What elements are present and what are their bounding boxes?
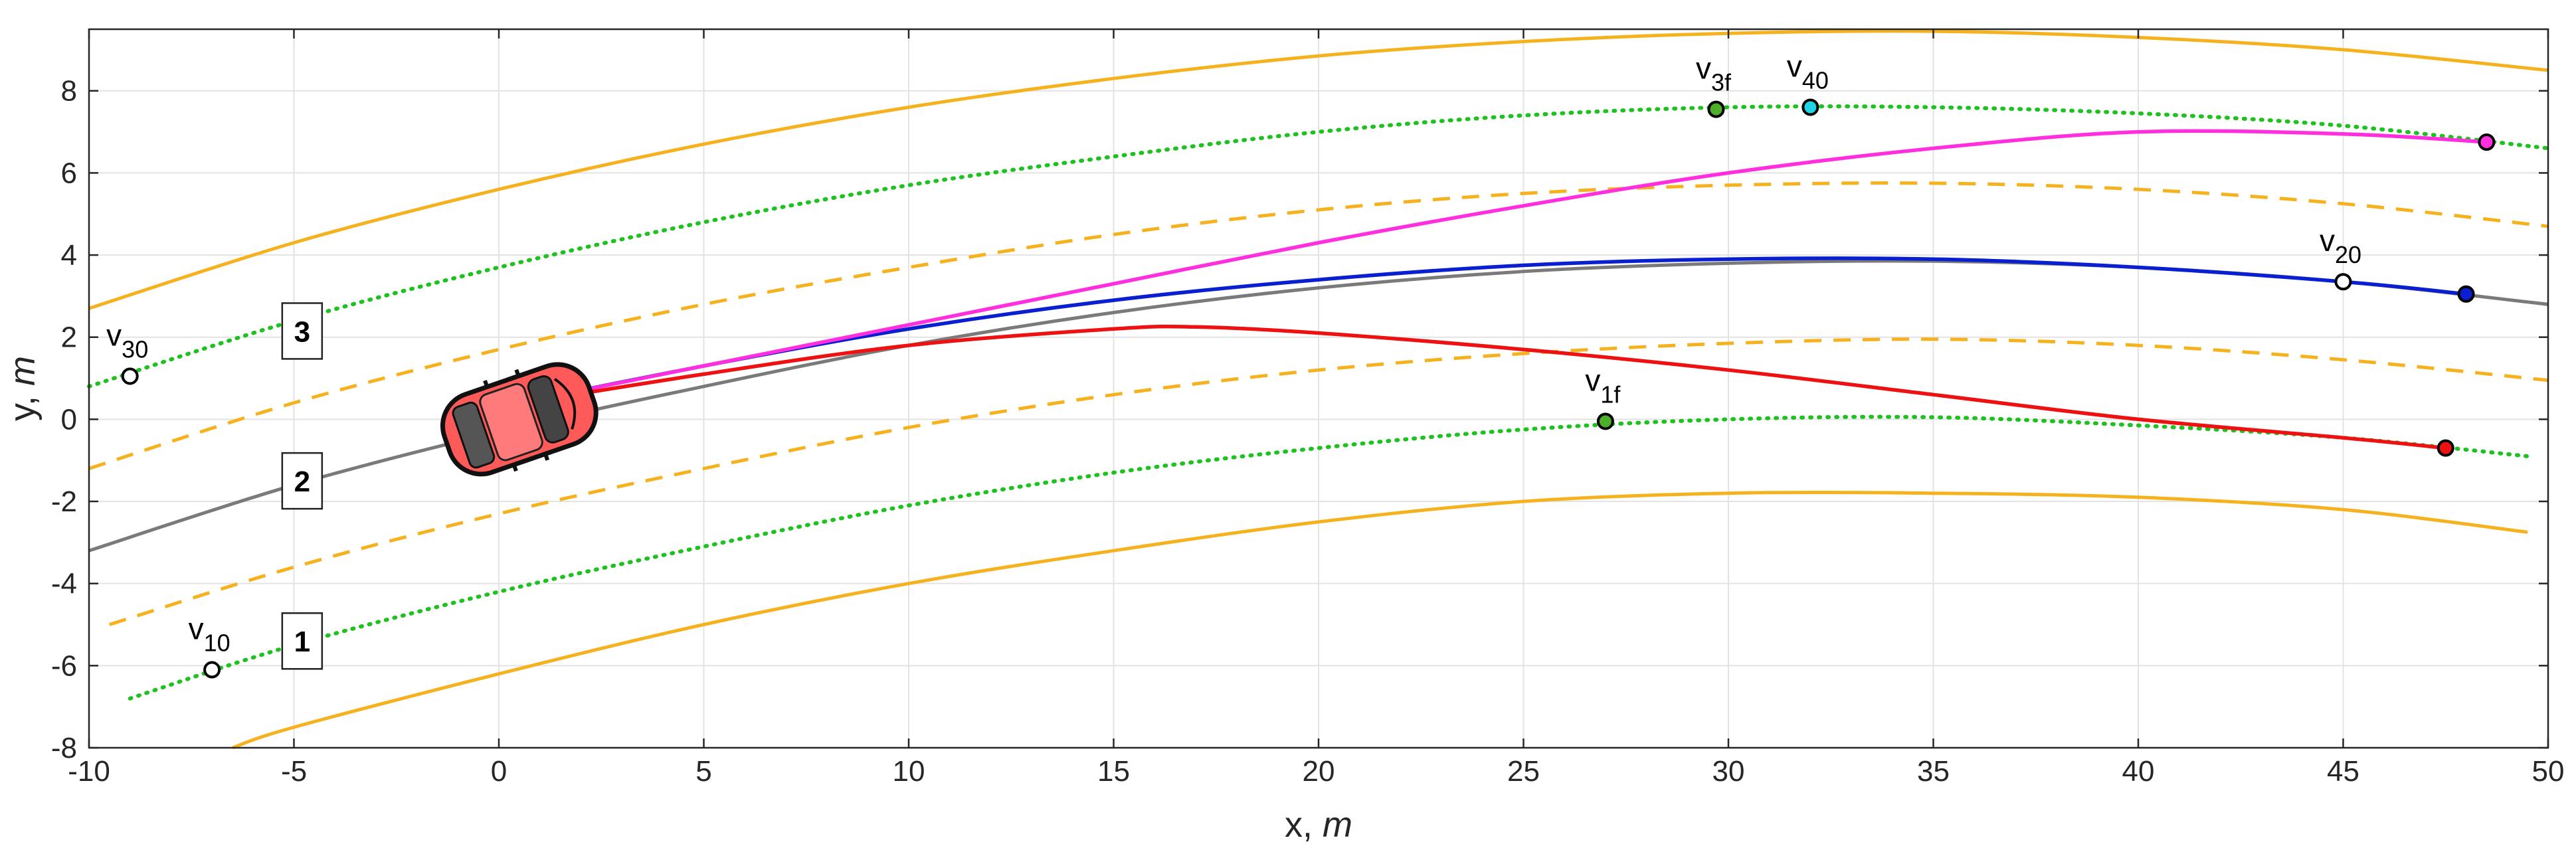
series-road-edge-lower [232,490,2528,750]
waypoint-v10 [203,661,221,679]
waypoint-label-sub: 20 [2335,241,2361,268]
x-axis-label-main: x, [1285,805,1323,845]
car-windshield [527,375,569,444]
waypoint-label-sub: 30 [122,335,148,363]
lane-label-1: 1 [294,626,310,658]
y-tick-label: -6 [51,649,77,682]
x-tick-label: 20 [1303,755,1335,788]
waypoint-label-main: v [189,612,204,646]
series-trajectory-to-v20 [498,256,2466,409]
x-tick-label: 10 [893,755,925,788]
waypoint-label-main: v [1787,48,1802,83]
waypoint-label-sub: 40 [1802,66,1829,94]
waypoint-label-v10: v10 [189,612,230,657]
x-tick-label: -5 [281,755,307,788]
series-lane-1-centerline [128,414,2530,701]
waypoint-label-v1f: v1f [1585,363,1621,408]
vehicle [440,362,598,477]
series-lane-divider-upper [88,181,2549,470]
x-tick-label: 50 [2532,755,2565,788]
waypoint-end-red [2437,439,2454,457]
lane-labels: 3 2 1 [281,302,323,670]
x-tick-label: -10 [68,755,110,788]
y-tick-label: 6 [61,157,77,189]
car-mirrors [483,369,550,472]
waypoint-label-sub: 1f [1600,381,1621,408]
y-tick-label: 4 [61,239,77,272]
x-tick-label: 0 [491,755,507,788]
waypoint-v20 [2334,273,2352,291]
y-tick-label: -8 [51,732,77,764]
waypoint-end-magenta [2478,133,2496,151]
waypoint-label-sub: 3f [1711,69,1732,96]
waypoint-label-sub: 10 [204,630,230,657]
y-tick-label: 2 [61,321,77,354]
waypoint-label-main: v [2320,223,2335,258]
lane-label-3: 3 [294,315,310,348]
grid [89,29,2548,748]
car-rear-window [452,401,496,469]
plot-series [87,29,2550,750]
series-trajectory-to-v10 [498,324,2446,450]
ticks: -10 -5 0 5 10 15 20 25 30 35 40 45 50 -8 -6 -4 -2 0 2 4 6 8 [51,29,2565,788]
waypoint-label-main: v [1696,51,1711,86]
waypoint-label-v40: v40 [1787,48,1829,94]
waypoint-label-v20: v20 [2320,223,2361,268]
waypoint-v1f [1596,412,1614,430]
series-trajectory-to-v30 [498,129,2487,409]
x-tick-label: 45 [2327,755,2359,788]
y-axis-label-main: y, [3,386,43,421]
x-axis-label: x, m [1285,805,1352,845]
lane-label-box [281,302,323,360]
waypoint-end-blue [2457,285,2475,303]
car-hood-line [553,378,577,430]
x-tick-label: 15 [1097,755,1130,788]
y-axis-label-unit: m [3,356,43,386]
waypoint-v30 [121,367,139,385]
lane-label-box [281,612,323,670]
x-tick-label: 35 [1917,755,1950,788]
car-icon [440,362,598,477]
car-roof [479,383,543,462]
y-tick-label: -4 [51,568,77,600]
waypoint-label-v3f: v3f [1696,51,1732,96]
x-tick-label: 25 [1507,755,1540,788]
series-lane-divider-lower [109,337,2549,626]
y-tick-label: 8 [61,75,77,108]
x-tick-label: 5 [695,755,711,788]
lane-label-2: 2 [294,466,310,498]
x-tick-label: 30 [1712,755,1745,788]
waypoint-v40 [1801,98,1819,116]
y-axis-label: y, m [3,356,43,421]
waypoint-v3f [1707,100,1725,118]
waypoint-label-main: v [1585,363,1600,397]
x-axis-label-unit: m [1323,805,1352,845]
lane-label-box [281,452,323,510]
y-tick-label: 0 [61,403,77,436]
x-tick-label: 40 [2122,755,2155,788]
waypoint-label-main: v [106,317,122,352]
y-tick-label: -2 [51,485,77,518]
waypoint-label-v30: v30 [106,317,148,363]
